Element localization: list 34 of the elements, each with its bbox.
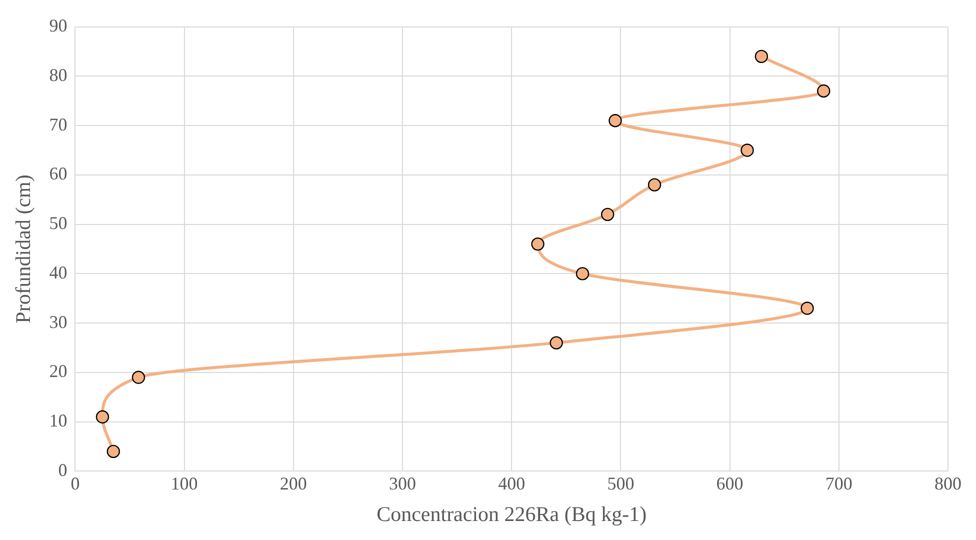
point — [531, 237, 544, 251]
x-tick-label: 700 — [825, 474, 852, 494]
point — [550, 336, 563, 350]
x-tick-label: 800 — [934, 474, 962, 494]
x-tick-label: 200 — [280, 474, 307, 494]
y-tick-label: 40 — [49, 262, 68, 282]
x-tick-label: 0 — [70, 474, 80, 494]
point — [96, 410, 110, 424]
y-tick-label: 10 — [49, 410, 68, 431]
point — [576, 267, 590, 280]
x-tick-label: 600 — [716, 474, 744, 494]
x-tick-label: 300 — [389, 474, 416, 494]
y-tick-label: 90 — [49, 16, 68, 36]
point — [601, 208, 614, 222]
point — [754, 50, 768, 64]
y-tick-label: 30 — [49, 312, 68, 332]
point — [800, 302, 814, 315]
y-tick-label: 80 — [49, 64, 68, 85]
y-tick-label: 50 — [49, 213, 68, 234]
x-tick-label: 100 — [170, 474, 198, 494]
x-tick-label: 400 — [498, 474, 526, 494]
point — [132, 370, 146, 384]
point — [817, 84, 830, 98]
y-tick-label: 20 — [49, 361, 68, 382]
y-axis-title: Profundidad (cm) — [11, 174, 36, 324]
point — [740, 144, 754, 157]
x-tick-label: 500 — [607, 474, 634, 494]
point — [608, 114, 622, 128]
x-axis-title: Concentracion 226Ra (Bq kg-1) — [376, 502, 647, 526]
y-tick-label: 0 — [58, 460, 68, 480]
point — [648, 178, 662, 192]
y-tick-label: 70 — [49, 114, 68, 134]
point — [106, 444, 120, 458]
y-tick-label: 60 — [49, 164, 68, 184]
